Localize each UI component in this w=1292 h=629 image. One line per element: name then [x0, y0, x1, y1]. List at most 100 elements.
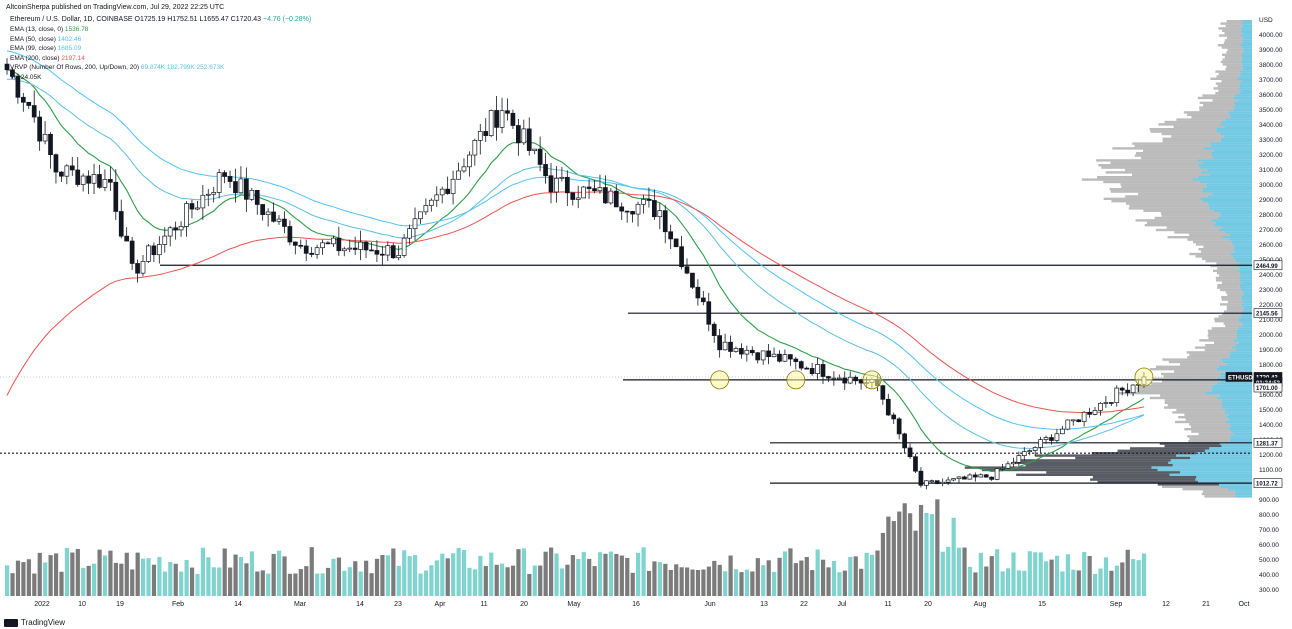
volume-bar	[418, 573, 423, 596]
profile-down-bar	[1019, 459, 1171, 462]
candle-body	[10, 69, 15, 77]
volume-bar	[483, 566, 488, 596]
profile-down-bar	[1176, 408, 1226, 412]
profile-down-bar	[1129, 447, 1210, 450]
profile-up-bar	[1233, 248, 1252, 251]
volume-bar	[266, 573, 271, 596]
profile-down-bar	[1223, 310, 1243, 313]
profile-down-bar	[1157, 483, 1220, 486]
profile-up-bar	[1222, 360, 1252, 364]
candle-body	[1049, 437, 1054, 441]
candle-body	[1043, 437, 1049, 441]
volume-profile	[964, 20, 1252, 498]
volume-bar	[217, 567, 222, 596]
candle-body	[994, 468, 1000, 480]
tradingview-footer: TradingView	[4, 618, 65, 627]
ema-200-line	[6, 191, 1145, 414]
volume-bar	[97, 549, 102, 596]
profile-down-bar	[1110, 161, 1203, 164]
candle-body	[254, 189, 260, 205]
candle-body	[434, 194, 440, 201]
candle-body	[423, 205, 429, 213]
time-tick: 11	[884, 601, 891, 608]
price-tick: 2100.00	[1259, 317, 1283, 324]
volume-bar	[538, 565, 543, 596]
volume-bar	[102, 555, 108, 596]
profile-up-bar	[1234, 245, 1252, 248]
volume-bar	[32, 573, 37, 596]
price-tick: 900.00	[1259, 497, 1279, 504]
price-tick: 1600.00	[1259, 392, 1283, 399]
candle-body	[472, 139, 478, 156]
profile-up-bar	[1197, 159, 1252, 162]
candle-body	[603, 187, 608, 204]
profile-down-bar	[1168, 360, 1223, 364]
profile-down-bar	[1164, 401, 1222, 404]
candle-body	[428, 199, 434, 206]
indicator-legend-row[interactable]: VRVP (Number Of Rows, 200, Up/Down, 20) …	[10, 64, 224, 71]
profile-up-bar	[1199, 180, 1252, 184]
profile-up-bar	[1227, 488, 1252, 491]
profile-down-bar	[1136, 152, 1212, 155]
profile-down-bar	[1012, 461, 1169, 464]
profile-down-bar	[1143, 209, 1215, 212]
profile-up-bar	[1232, 255, 1252, 258]
volume-bar	[674, 564, 679, 596]
profile-down-bar	[1184, 413, 1229, 416]
symbol-title[interactable]: Ethereum / U.S. Dollar, 1D, COINBASE	[10, 16, 133, 23]
price-tick: 4000.00	[1259, 32, 1283, 39]
volume-bar	[1033, 552, 1038, 596]
volume-bar	[603, 553, 608, 596]
indicator-legend-row[interactable]: EMA (13, close, 0) 1536.78	[10, 26, 88, 33]
candle-body	[336, 237, 342, 252]
indicator-legend-row[interactable]: Vol 24.05K	[10, 74, 41, 81]
profile-down-bar	[1126, 202, 1208, 205]
profile-down-bar	[1109, 188, 1203, 191]
profile-down-bar	[1207, 329, 1237, 332]
profile-down-bar	[1164, 399, 1222, 402]
volume-bar	[413, 555, 418, 596]
volume-bar	[929, 514, 934, 596]
profile-up-bar	[1221, 406, 1252, 409]
volume-bar	[277, 550, 282, 596]
candle-body	[815, 364, 820, 374]
profile-down-bar	[1160, 394, 1220, 397]
profile-down-bar	[1025, 464, 1173, 467]
candle-body	[646, 199, 652, 201]
price-tick: 1500.00	[1259, 407, 1283, 414]
candle-body	[80, 175, 86, 185]
profile-up-bar	[1241, 58, 1252, 61]
volume-bar	[1054, 555, 1060, 596]
volume-bar	[1022, 570, 1027, 596]
volume-bar	[712, 560, 717, 596]
candle-body	[956, 476, 962, 479]
profile-up-bar	[1228, 413, 1252, 416]
profile-up-bar	[1236, 334, 1252, 337]
indicator-legend-row[interactable]: EMA (50, close) 1402.46	[10, 36, 81, 43]
profile-up-bar	[1197, 480, 1252, 484]
time-tick: 23	[394, 601, 402, 608]
profile-down-bar	[1203, 245, 1235, 248]
candle-body	[439, 188, 445, 196]
profile-up-bar	[1211, 219, 1252, 222]
volume-bar	[701, 569, 706, 596]
indicator-value: 1402.46	[57, 35, 82, 43]
profile-down-bar	[1217, 44, 1241, 47]
volume-bar	[369, 573, 374, 596]
profile-up-bar	[1216, 128, 1252, 131]
profile-down-bar	[1112, 147, 1204, 150]
volume-bar	[842, 570, 847, 596]
price-tick: 1200.00	[1259, 452, 1283, 459]
profile-down-bar	[1162, 140, 1221, 143]
indicator-legend-row[interactable]: EMA (99, close) 1685.09	[10, 45, 81, 52]
price-tick: 600.00	[1259, 542, 1279, 549]
volume-bar	[1131, 559, 1136, 596]
profile-down-bar	[1223, 41, 1243, 44]
profile-up-bar	[1233, 106, 1252, 109]
profile-up-bar	[1229, 351, 1252, 354]
price-tick: 3600.00	[1259, 92, 1283, 99]
volume-bar	[978, 552, 983, 596]
candle-body	[287, 226, 293, 243]
indicator-legend-row[interactable]: EMA (200, close) 2197.14	[10, 55, 85, 62]
